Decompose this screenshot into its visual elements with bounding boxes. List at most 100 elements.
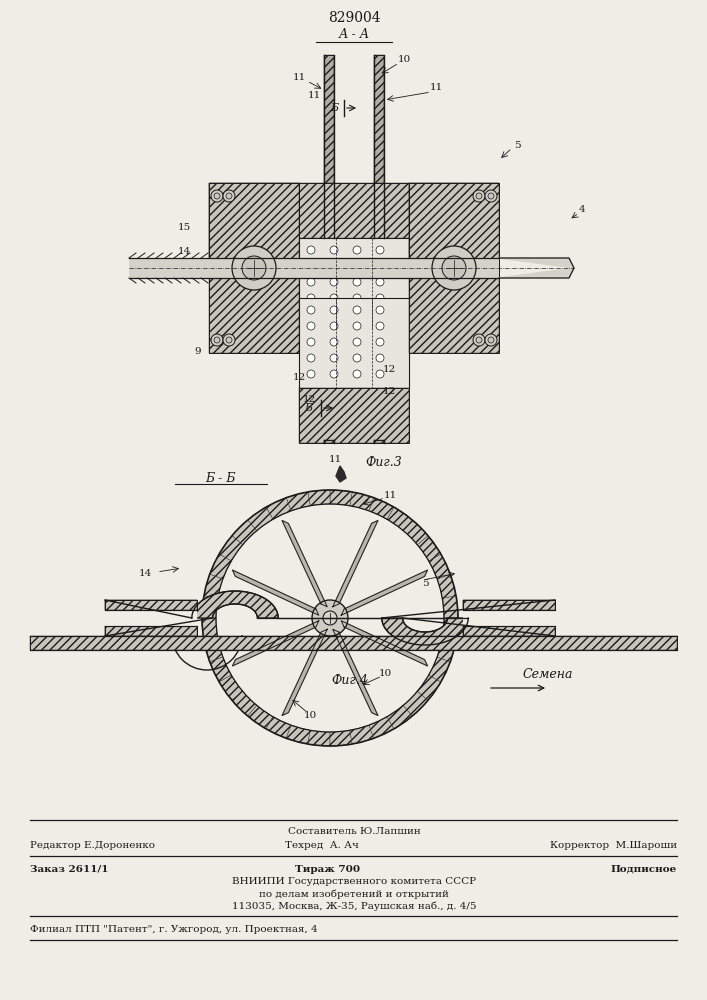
Bar — [409, 183, 499, 353]
Text: Составитель Ю.Лапшин: Составитель Ю.Лапшин — [288, 828, 421, 836]
Text: 11: 11 — [293, 74, 305, 83]
Circle shape — [488, 193, 494, 199]
Bar — [463, 600, 555, 610]
Circle shape — [223, 190, 235, 202]
Bar — [105, 600, 197, 610]
Circle shape — [330, 306, 338, 314]
Bar — [374, 55, 384, 183]
Wedge shape — [369, 498, 394, 519]
Bar — [324, 440, 334, 443]
Wedge shape — [350, 492, 374, 511]
Text: Б: Б — [304, 403, 312, 413]
Circle shape — [376, 306, 384, 314]
Wedge shape — [232, 520, 257, 545]
Circle shape — [442, 256, 466, 280]
Text: 12: 12 — [293, 373, 306, 382]
Circle shape — [307, 338, 315, 346]
Circle shape — [376, 322, 384, 330]
Text: 14: 14 — [177, 247, 191, 256]
Bar — [209, 183, 299, 353]
Text: Заказ 2611/1: Заказ 2611/1 — [30, 864, 108, 874]
Bar — [463, 626, 555, 636]
Polygon shape — [382, 618, 468, 645]
Bar — [105, 610, 197, 626]
Circle shape — [353, 322, 361, 330]
Wedge shape — [428, 657, 450, 682]
Circle shape — [330, 370, 338, 378]
Polygon shape — [333, 520, 378, 607]
Text: Филиал ПТП "Патент", г. Ужгород, ул. Проектная, 4: Филиал ПТП "Патент", г. Ужгород, ул. Про… — [30, 924, 317, 934]
Circle shape — [485, 190, 497, 202]
Circle shape — [353, 294, 361, 302]
Text: 9: 9 — [194, 348, 201, 357]
Polygon shape — [282, 629, 327, 716]
Wedge shape — [350, 725, 374, 744]
Text: Б - Б: Б - Б — [205, 472, 235, 485]
Text: 11: 11 — [429, 84, 443, 93]
Wedge shape — [387, 705, 412, 729]
Text: Подписное: Подписное — [611, 864, 677, 874]
Wedge shape — [417, 675, 441, 700]
Bar — [105, 600, 197, 610]
Polygon shape — [233, 570, 319, 615]
Polygon shape — [192, 591, 278, 618]
Wedge shape — [219, 675, 243, 700]
Circle shape — [353, 306, 361, 314]
Bar — [105, 610, 197, 626]
Wedge shape — [308, 730, 330, 746]
Circle shape — [214, 193, 220, 199]
Text: 11: 11 — [308, 91, 321, 100]
Text: Фиг.4: Фиг.4 — [332, 674, 368, 686]
Wedge shape — [437, 574, 456, 598]
Bar — [299, 238, 409, 328]
Text: ВНИИПИ Государственного комитета СССР: ВНИИПИ Государственного комитета СССР — [232, 878, 476, 886]
Wedge shape — [403, 520, 428, 545]
Bar — [299, 388, 409, 443]
Text: 10: 10 — [378, 668, 392, 678]
Circle shape — [330, 338, 338, 346]
Bar — [463, 610, 555, 626]
Wedge shape — [204, 574, 223, 598]
Circle shape — [488, 337, 494, 343]
Circle shape — [307, 278, 315, 286]
Bar — [209, 183, 299, 353]
Text: 4: 4 — [579, 206, 585, 215]
Wedge shape — [202, 618, 218, 640]
Bar — [129, 258, 499, 278]
Wedge shape — [247, 507, 273, 531]
Text: Семена: Семена — [523, 668, 573, 680]
Circle shape — [376, 354, 384, 362]
Wedge shape — [417, 536, 441, 561]
Polygon shape — [499, 258, 574, 268]
Text: 11: 11 — [328, 456, 341, 464]
Polygon shape — [333, 629, 378, 716]
Bar — [409, 183, 499, 268]
Bar — [409, 183, 499, 353]
Circle shape — [211, 190, 223, 202]
Text: Б: Б — [330, 103, 338, 113]
Circle shape — [376, 246, 384, 254]
Polygon shape — [341, 621, 428, 666]
Circle shape — [353, 310, 361, 318]
Bar — [299, 183, 409, 238]
Wedge shape — [210, 554, 231, 579]
Wedge shape — [204, 638, 223, 662]
Circle shape — [476, 337, 482, 343]
Wedge shape — [202, 596, 218, 618]
Circle shape — [307, 306, 315, 314]
Wedge shape — [232, 691, 257, 716]
Bar — [324, 55, 334, 183]
Circle shape — [376, 262, 384, 270]
Circle shape — [376, 294, 384, 302]
Bar — [105, 626, 197, 636]
Polygon shape — [282, 520, 327, 607]
Polygon shape — [233, 621, 319, 666]
Circle shape — [376, 370, 384, 378]
Circle shape — [330, 262, 338, 270]
Circle shape — [232, 246, 276, 290]
Bar — [30, 636, 677, 650]
Text: Тираж 700: Тираж 700 — [295, 864, 360, 874]
Wedge shape — [308, 490, 330, 506]
Wedge shape — [369, 717, 394, 738]
Polygon shape — [336, 466, 346, 482]
